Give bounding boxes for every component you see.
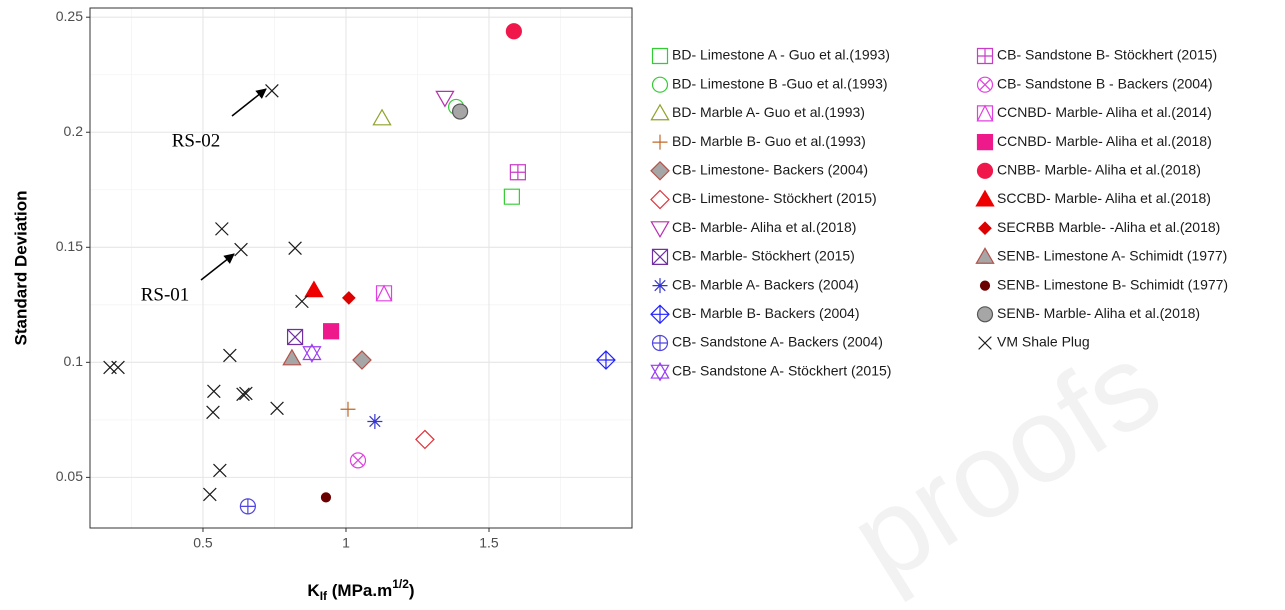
legend-symbol xyxy=(978,336,992,350)
annotation-arrow xyxy=(231,88,267,117)
point xyxy=(320,492,332,503)
plot-background xyxy=(90,8,632,528)
legend-label: VM Shale Plug xyxy=(997,334,1090,350)
point xyxy=(349,452,367,469)
legend-symbol xyxy=(976,306,994,323)
legend-symbol xyxy=(976,104,994,122)
annotation: RS-02 xyxy=(172,130,221,151)
point xyxy=(236,387,250,402)
legend-label: BD- Marble B- Guo et al.(1993) xyxy=(672,133,866,149)
annotation-arrow xyxy=(200,253,235,281)
legend-label: CCNBD- Marble- Aliha et al.(2014) xyxy=(997,104,1212,120)
legend-label: CB- Sandstone A- Stöckhert (2015) xyxy=(672,362,891,378)
legend-symbol xyxy=(650,361,670,382)
y-axis-label: Standard Deviation xyxy=(11,191,30,346)
legend-label: CB- Marble B- Backers (2004) xyxy=(672,305,860,321)
point xyxy=(375,284,393,302)
legend-label: CB- Sandstone A- Backers (2004) xyxy=(672,334,883,350)
point xyxy=(341,291,356,305)
legend-label: SENB- Limestone B- Schimidt (1977) xyxy=(997,276,1228,292)
annotation: RS-01 xyxy=(141,284,190,305)
x-tick-label: 1 xyxy=(342,535,350,551)
legend-symbol xyxy=(651,47,669,65)
legend-label: CNBB- Marble- Aliha et al.(2018) xyxy=(997,162,1201,178)
x-tick-label: 1.5 xyxy=(479,535,499,551)
legend-symbol xyxy=(979,280,991,291)
point xyxy=(111,360,125,375)
legend-label: SCCBD- Marble- Aliha et al.(2018) xyxy=(997,190,1211,206)
legend-label: SECRBB Marble- -Aliha et al.(2018) xyxy=(997,219,1220,235)
point xyxy=(415,429,435,450)
point xyxy=(239,498,256,515)
y-tick-label: 0.1 xyxy=(64,353,84,369)
legend-symbol xyxy=(651,334,669,352)
point xyxy=(509,164,526,181)
legend-label: CCNBD- Marble- Aliha et al.(2018) xyxy=(997,133,1212,149)
legend-label: BD- Marble A- Guo et al.(1993) xyxy=(672,104,865,120)
point xyxy=(288,241,302,256)
legend-label: CB- Marble- Aliha et al.(2018) xyxy=(672,219,856,235)
point xyxy=(265,84,279,98)
legend-label: CB- Marble- Stöckhert (2015) xyxy=(672,248,855,264)
legend-symbol xyxy=(650,221,670,239)
point xyxy=(340,401,356,417)
legend-symbol xyxy=(976,134,994,151)
point xyxy=(215,222,229,236)
point xyxy=(223,348,237,363)
legend-symbol xyxy=(651,76,669,93)
point xyxy=(270,401,284,416)
point xyxy=(323,323,340,340)
legend-label: SENB- Limestone A- Schimidt (1977) xyxy=(997,248,1227,264)
point xyxy=(234,242,248,257)
point xyxy=(596,350,616,370)
legend-label: CB- Sandstone B - Backers (2004) xyxy=(997,75,1213,91)
point xyxy=(286,328,304,346)
legend-symbol xyxy=(652,134,668,150)
legend-symbol xyxy=(650,189,670,210)
legend-symbol xyxy=(650,304,670,325)
legend-symbol xyxy=(652,278,668,294)
x-tick-label: 0.5 xyxy=(193,535,213,551)
legend-label: CB- Limestone- Backers (2004) xyxy=(672,162,868,178)
point xyxy=(239,386,253,401)
legend-symbol xyxy=(975,247,995,264)
legend-symbol xyxy=(650,103,670,121)
y-tick-label: 0.2 xyxy=(64,123,84,139)
y-tick-label: 0.05 xyxy=(56,468,83,484)
legend-label: CB- Limestone- Stöckhert (2015) xyxy=(672,190,877,206)
legend-symbol xyxy=(976,76,994,93)
point xyxy=(304,280,324,298)
legend-symbol xyxy=(651,248,669,265)
plot-border xyxy=(89,7,633,529)
point xyxy=(207,384,221,399)
legend-label: CB- Sandstone B- Stöckhert (2015) xyxy=(997,47,1217,63)
point xyxy=(452,103,469,120)
legend-symbol xyxy=(650,160,670,181)
point xyxy=(503,188,520,205)
legend-symbol xyxy=(978,221,992,236)
point xyxy=(302,343,322,363)
legend-label: BD- Limestone B -Guo et al.(1993) xyxy=(672,75,888,91)
y-tick-label: 0.25 xyxy=(56,8,83,24)
y-tick-label: 0.15 xyxy=(56,238,83,254)
point xyxy=(367,413,383,429)
legend-label: SENB- Marble- Aliha et al.(2018) xyxy=(997,305,1200,321)
point xyxy=(352,350,372,370)
point xyxy=(203,487,217,502)
legend-symbol xyxy=(975,189,995,207)
point xyxy=(435,90,455,108)
legend-label: BD- Limestone A - Guo et al.(1993) xyxy=(672,47,890,63)
point xyxy=(282,348,302,366)
x-axis-label: KIf (MPa.m1/2) xyxy=(307,577,414,603)
point xyxy=(213,463,227,478)
legend-label: CB- Marble A- Backers (2004) xyxy=(672,276,859,292)
point xyxy=(295,294,309,309)
point xyxy=(206,405,220,420)
point xyxy=(505,23,522,40)
watermark: proofs xyxy=(828,317,1182,607)
legend-symbol xyxy=(976,162,994,179)
point xyxy=(372,108,392,126)
legend-symbol xyxy=(976,47,994,65)
